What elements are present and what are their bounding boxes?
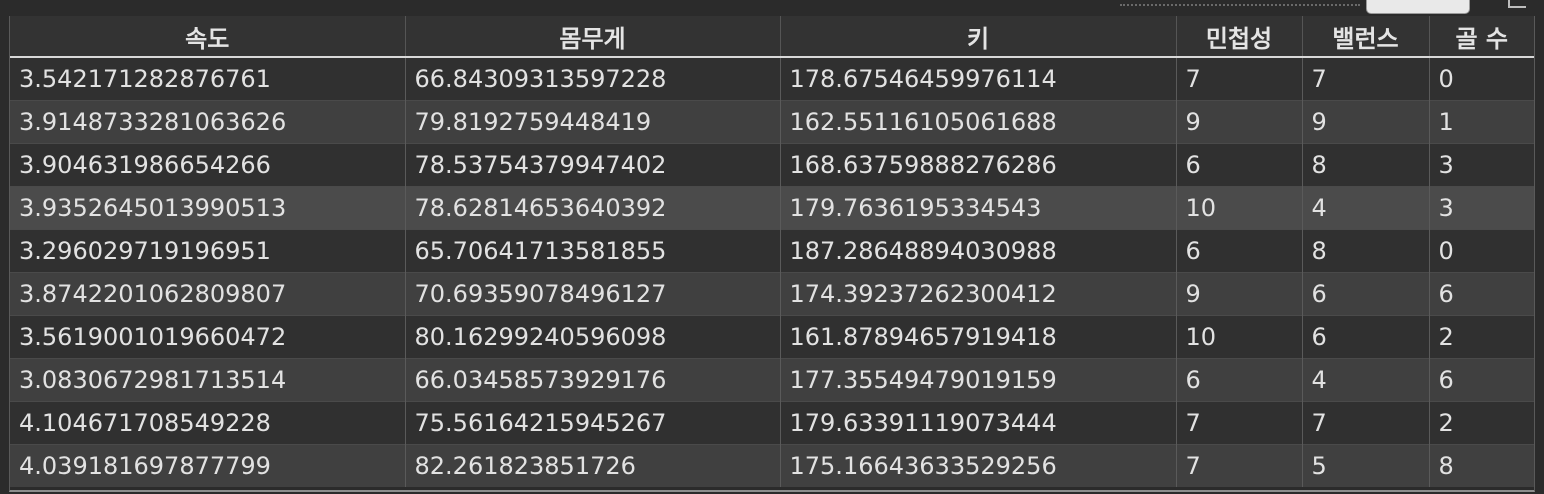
cell-speed[interactable]: 3.9148733281063626 <box>10 100 405 144</box>
cell-height[interactable]: 168.63759888276286 <box>779 143 1176 187</box>
cell-agility[interactable]: 10 <box>1175 315 1302 359</box>
column-header-weight[interactable]: 몸무게 <box>404 16 780 58</box>
cell-speed[interactable]: 4.104671708549228 <box>10 401 405 445</box>
cell-agility[interactable]: 7 <box>1175 56 1302 101</box>
column-header-balance[interactable]: 밸런스 <box>1301 16 1429 58</box>
cell-weight[interactable]: 78.53754379947402 <box>404 143 780 187</box>
cell-speed[interactable]: 3.904631986654266 <box>10 143 405 187</box>
cell-weight[interactable]: 70.69359078496127 <box>404 272 780 316</box>
toolbar-icon[interactable] <box>1508 0 1526 8</box>
table-row[interactable]: 3.9352645013990513 78.62814653640392 179.7… <box>10 186 1534 230</box>
cell-balance[interactable]: 8 <box>1301 143 1429 187</box>
table-row[interactable]: 3.9148733281063626 79.8192759448419 162.55… <box>10 100 1534 144</box>
cell-balance[interactable]: 4 <box>1301 358 1429 402</box>
cell-height[interactable]: 161.87894657919418 <box>779 315 1176 359</box>
cell-height[interactable]: 177.35549479019159 <box>779 358 1176 402</box>
cell-weight[interactable]: 66.03458573929176 <box>404 358 780 402</box>
cell-agility[interactable]: 6 <box>1175 229 1302 273</box>
column-header-goals[interactable]: 골 수 <box>1428 16 1534 58</box>
cell-goals[interactable]: 6 <box>1428 358 1534 402</box>
cell-weight[interactable]: 82.261823851726 <box>404 444 780 487</box>
cell-goals[interactable]: 3 <box>1428 143 1534 187</box>
toolbar-button[interactable] <box>1366 0 1470 14</box>
cell-speed[interactable]: 3.9352645013990513 <box>10 186 405 230</box>
column-header-speed[interactable]: 속도 <box>10 16 405 58</box>
cell-weight[interactable]: 65.70641713581855 <box>404 229 780 273</box>
table-row[interactable]: 3.296029719196951 65.70641713581855 187.28… <box>10 229 1534 273</box>
cell-speed[interactable]: 3.5619001019660472 <box>10 315 405 359</box>
top-toolbar <box>0 0 1544 14</box>
cell-speed[interactable]: 4.039181697877799 <box>10 444 405 487</box>
cell-balance[interactable]: 7 <box>1301 56 1429 101</box>
data-table: 속도 몸무게 키 민첩성 밸런스 골 수 3.542171282876761 66… <box>10 16 1534 487</box>
data-table-container: 속도 몸무게 키 민첩성 밸런스 골 수 3.542171282876761 66… <box>9 16 1535 492</box>
cell-speed[interactable]: 3.542171282876761 <box>10 56 405 101</box>
cell-goals[interactable]: 0 <box>1428 229 1534 273</box>
cell-goals[interactable]: 6 <box>1428 272 1534 316</box>
cell-weight[interactable]: 79.8192759448419 <box>404 100 780 144</box>
cell-goals[interactable]: 2 <box>1428 401 1534 445</box>
table-row[interactable]: 3.8742201062809807 70.69359078496127 174.3… <box>10 272 1534 316</box>
cell-height[interactable]: 175.16643633529256 <box>779 444 1176 487</box>
cell-weight[interactable]: 80.16299240596098 <box>404 315 780 359</box>
cell-balance[interactable]: 6 <box>1301 272 1429 316</box>
table-row[interactable]: 3.542171282876761 66.84309313597228 178.67… <box>10 56 1534 101</box>
table-row[interactable]: 3.0830672981713514 66.03458573929176 177.3… <box>10 358 1534 402</box>
cell-balance[interactable]: 5 <box>1301 444 1429 487</box>
cell-agility[interactable]: 9 <box>1175 100 1302 144</box>
cell-speed[interactable]: 3.296029719196951 <box>10 229 405 273</box>
cell-weight[interactable]: 75.56164215945267 <box>404 401 780 445</box>
cell-agility[interactable]: 10 <box>1175 186 1302 230</box>
cell-goals[interactable]: 0 <box>1428 56 1534 101</box>
cell-height[interactable]: 179.63391119073444 <box>779 401 1176 445</box>
cell-speed[interactable]: 3.0830672981713514 <box>10 358 405 402</box>
cell-balance[interactable]: 7 <box>1301 401 1429 445</box>
cell-balance[interactable]: 4 <box>1301 186 1429 230</box>
cell-agility[interactable]: 7 <box>1175 444 1302 487</box>
cell-goals[interactable]: 2 <box>1428 315 1534 359</box>
cell-height[interactable]: 178.67546459976114 <box>779 56 1176 101</box>
cell-agility[interactable]: 9 <box>1175 272 1302 316</box>
cell-height[interactable]: 162.55116105061688 <box>779 100 1176 144</box>
table-row[interactable]: 3.904631986654266 78.53754379947402 168.63… <box>10 143 1534 187</box>
table-row[interactable]: 3.5619001019660472 80.16299240596098 161.8… <box>10 315 1534 359</box>
table-header-row: 속도 몸무게 키 민첩성 밸런스 골 수 <box>10 16 1534 58</box>
cell-goals[interactable]: 1 <box>1428 100 1534 144</box>
cell-speed[interactable]: 3.8742201062809807 <box>10 272 405 316</box>
cell-weight[interactable]: 66.84309313597228 <box>404 56 780 101</box>
cell-agility[interactable]: 6 <box>1175 358 1302 402</box>
table-body: 3.542171282876761 66.84309313597228 178.67… <box>10 56 1534 487</box>
toolbar-text-cutoff <box>1120 0 1360 6</box>
column-header-agility[interactable]: 민첩성 <box>1175 16 1302 58</box>
cell-balance[interactable]: 9 <box>1301 100 1429 144</box>
cell-goals[interactable]: 3 <box>1428 186 1534 230</box>
cell-balance[interactable]: 8 <box>1301 229 1429 273</box>
cell-weight[interactable]: 78.62814653640392 <box>404 186 780 230</box>
column-header-height[interactable]: 키 <box>779 16 1176 58</box>
cell-height[interactable]: 174.39237262300412 <box>779 272 1176 316</box>
cell-goals[interactable]: 8 <box>1428 444 1534 487</box>
cell-agility[interactable]: 7 <box>1175 401 1302 445</box>
table-row[interactable]: 4.039181697877799 82.261823851726 175.1664… <box>10 444 1534 487</box>
cell-height[interactable]: 179.7636195334543 <box>779 186 1176 230</box>
cell-agility[interactable]: 6 <box>1175 143 1302 187</box>
cell-balance[interactable]: 6 <box>1301 315 1429 359</box>
table-row[interactable]: 4.104671708549228 75.56164215945267 179.63… <box>10 401 1534 445</box>
cell-height[interactable]: 187.28648894030988 <box>779 229 1176 273</box>
